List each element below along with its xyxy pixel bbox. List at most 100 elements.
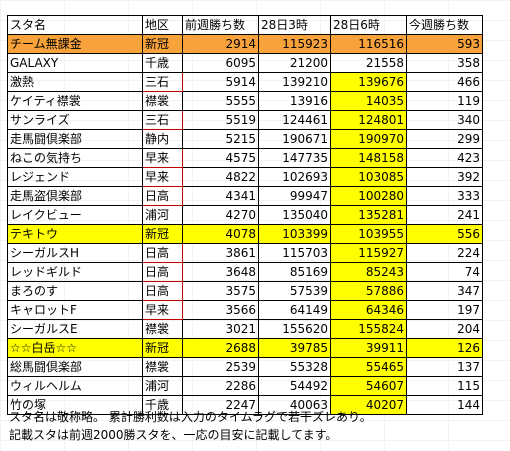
cell-name[interactable]: キャロットF [7,300,143,320]
cell-area[interactable]: 新冠 [142,338,183,358]
cell-prev-wins[interactable]: 4822 [182,167,259,187]
cell-name[interactable]: シーガルスH [7,243,143,263]
cell-current-wins[interactable]: 299 [406,129,483,149]
cell-area[interactable]: 襟裳 [142,91,183,111]
cell-current-wins[interactable]: 126 [406,338,483,358]
cell-current-wins[interactable]: 358 [406,53,483,73]
cell-current-wins[interactable]: 466 [406,72,483,92]
cell-28th-6am[interactable]: 116516 [330,34,407,54]
cell-area[interactable]: 千歳 [142,395,183,415]
cell-area[interactable]: 静内 [142,129,183,149]
cell-28th-6am[interactable]: 124801 [330,110,407,130]
cell-area[interactable]: 日高 [142,243,183,263]
cell-name[interactable]: レイクビュー [7,205,143,225]
cell-current-wins[interactable]: 241 [406,205,483,225]
cell-current-wins[interactable]: 204 [406,319,483,339]
cell-area[interactable]: 浦河 [142,376,183,396]
cell-prev-wins[interactable]: 2914 [182,34,259,54]
cell-28th-3am[interactable]: 155620 [258,319,331,339]
cell-prev-wins[interactable]: 3021 [182,319,259,339]
cell-28th-3am[interactable]: 64149 [258,300,331,320]
cell-28th-3am[interactable]: 55328 [258,357,331,377]
cell-name[interactable]: 走馬盗倶楽部 [7,186,143,206]
cell-prev-wins[interactable]: 2247 [182,395,259,415]
cell-name[interactable]: ケイティ襟裳 [7,91,143,111]
cell-prev-wins[interactable]: 4575 [182,148,259,168]
cell-area[interactable]: 早来 [142,300,183,320]
cell-28th-6am[interactable]: 39911 [330,338,407,358]
cell-28th-3am[interactable]: 13916 [258,91,331,111]
cell-28th-6am[interactable]: 190970 [330,129,407,149]
cell-prev-wins[interactable]: 3648 [182,262,259,282]
cell-prev-wins[interactable]: 2539 [182,357,259,377]
cell-current-wins[interactable]: 593 [406,34,483,54]
cell-area[interactable]: 三石 [142,110,183,130]
cell-28th-6am[interactable]: 57886 [330,281,407,301]
cell-name[interactable]: まろのす [7,281,143,301]
cell-name[interactable]: テキトウ [7,224,143,244]
cell-area[interactable]: 千歳 [142,53,183,73]
cell-area[interactable]: 襟裳 [142,319,183,339]
cell-28th-6am[interactable]: 135281 [330,205,407,225]
cell-28th-3am[interactable]: 102693 [258,167,331,187]
cell-28th-6am[interactable]: 85243 [330,262,407,282]
cell-name[interactable]: 激熱 [7,72,143,92]
cell-28th-6am[interactable]: 14035 [330,91,407,111]
cell-current-wins[interactable]: 74 [406,262,483,282]
header-cell-current-wins[interactable]: 今週勝ち数 [406,15,483,35]
cell-current-wins[interactable]: 340 [406,110,483,130]
cell-prev-wins[interactable]: 2688 [182,338,259,358]
cell-28th-6am[interactable]: 64346 [330,300,407,320]
cell-28th-6am[interactable]: 139676 [330,72,407,92]
cell-28th-6am[interactable]: 148158 [330,148,407,168]
note-line[interactable]: 記載スタは前週2000勝スタを、一応の目安に記載してます。 [9,428,338,442]
note-line[interactable]: スタ名は敬称略。 累計勝利数は入力のタイムラグで若干ズレあり。 [9,410,372,424]
cell-prev-wins[interactable]: 6095 [182,53,259,73]
header-cell-prev-wins[interactable]: 前週勝ち数 [182,15,259,35]
cell-28th-3am[interactable]: 54492 [258,376,331,396]
cell-28th-6am[interactable]: 40207 [330,395,407,415]
cell-name[interactable]: チーム無課金 [7,34,143,54]
cell-prev-wins[interactable]: 5555 [182,91,259,111]
cell-area[interactable]: 日高 [142,262,183,282]
cell-28th-6am[interactable]: 100280 [330,186,407,206]
cell-area[interactable]: 新冠 [142,34,183,54]
cell-current-wins[interactable]: 392 [406,167,483,187]
cell-current-wins[interactable]: 556 [406,224,483,244]
cell-28th-3am[interactable]: 135040 [258,205,331,225]
cell-28th-6am[interactable]: 21558 [330,53,407,73]
cell-28th-3am[interactable]: 99947 [258,186,331,206]
cell-current-wins[interactable]: 137 [406,357,483,377]
cell-area[interactable]: 日高 [142,186,183,206]
cell-28th-3am[interactable]: 39785 [258,338,331,358]
cell-28th-3am[interactable]: 124461 [258,110,331,130]
cell-current-wins[interactable]: 197 [406,300,483,320]
cell-area[interactable]: 新冠 [142,224,183,244]
cell-area[interactable]: 三石 [142,72,183,92]
cell-name[interactable]: ウィルヘルム [7,376,143,396]
cell-prev-wins[interactable]: 3861 [182,243,259,263]
cell-prev-wins[interactable]: 4341 [182,186,259,206]
cell-28th-3am[interactable]: 57539 [258,281,331,301]
cell-28th-6am[interactable]: 103085 [330,167,407,187]
cell-name[interactable]: GALAXY [7,53,143,73]
cell-current-wins[interactable]: 423 [406,148,483,168]
cell-prev-wins[interactable]: 5519 [182,110,259,130]
header-cell-name[interactable]: スタ名 [7,15,143,35]
cell-name[interactable]: レッドギルド [7,262,143,282]
cell-name[interactable]: 走馬闘倶楽部 [7,129,143,149]
cell-28th-6am[interactable]: 55465 [330,357,407,377]
cell-prev-wins[interactable]: 3566 [182,300,259,320]
header-cell-28th-3am[interactable]: 28日3時 [258,15,331,35]
cell-current-wins[interactable]: 224 [406,243,483,263]
cell-area[interactable]: 日高 [142,281,183,301]
cell-area[interactable]: 襟裳 [142,357,183,377]
cell-prev-wins[interactable]: 4270 [182,205,259,225]
cell-28th-3am[interactable]: 21200 [258,53,331,73]
cell-name[interactable]: 総馬闘倶楽部 [7,357,143,377]
cell-28th-3am[interactable]: 85169 [258,262,331,282]
cell-prev-wins[interactable]: 5215 [182,129,259,149]
cell-name[interactable]: サンライズ [7,110,143,130]
cell-current-wins[interactable]: 119 [406,91,483,111]
cell-name[interactable]: ☆☆白岳☆☆ [7,338,143,358]
